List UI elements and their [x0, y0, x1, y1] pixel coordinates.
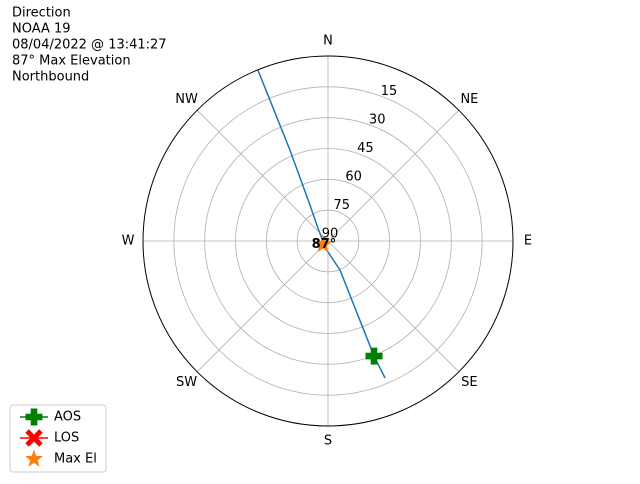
track-line [258, 70, 385, 378]
r-tick-label: 45 [357, 141, 374, 156]
r-tick-label: 75 [334, 198, 351, 213]
theta-tick-label: SW [176, 375, 197, 390]
theta-tick-label: E [524, 234, 532, 249]
legend-label: LOS [54, 431, 79, 446]
title-line: Northbound [12, 70, 89, 85]
title-line: 87° Max Elevation [12, 54, 131, 69]
grid-spoke [197, 241, 328, 372]
r-tick-label: 30 [369, 113, 386, 128]
value-label: 87° [312, 237, 337, 252]
theta-tick-label: S [324, 434, 332, 449]
title-line: 08/04/2022 @ 13:41:27 [12, 38, 167, 53]
theta-tick-label: SE [461, 375, 477, 390]
title-line: NOAA 19 [12, 22, 71, 37]
title-line: Direction [12, 6, 71, 21]
legend-label: Max El [54, 452, 97, 467]
grid-spoke [328, 241, 459, 372]
theta-tick-label: W [122, 234, 135, 249]
theta-tick-label: NE [460, 92, 478, 107]
theta-tick-label: NW [175, 92, 198, 107]
r-tick-label: 60 [345, 170, 362, 185]
grid-spoke [197, 110, 328, 241]
marker [366, 348, 382, 364]
legend-label: AOS [54, 410, 81, 425]
r-tick-label: 15 [381, 84, 398, 99]
theta-tick-label: N [323, 34, 333, 49]
